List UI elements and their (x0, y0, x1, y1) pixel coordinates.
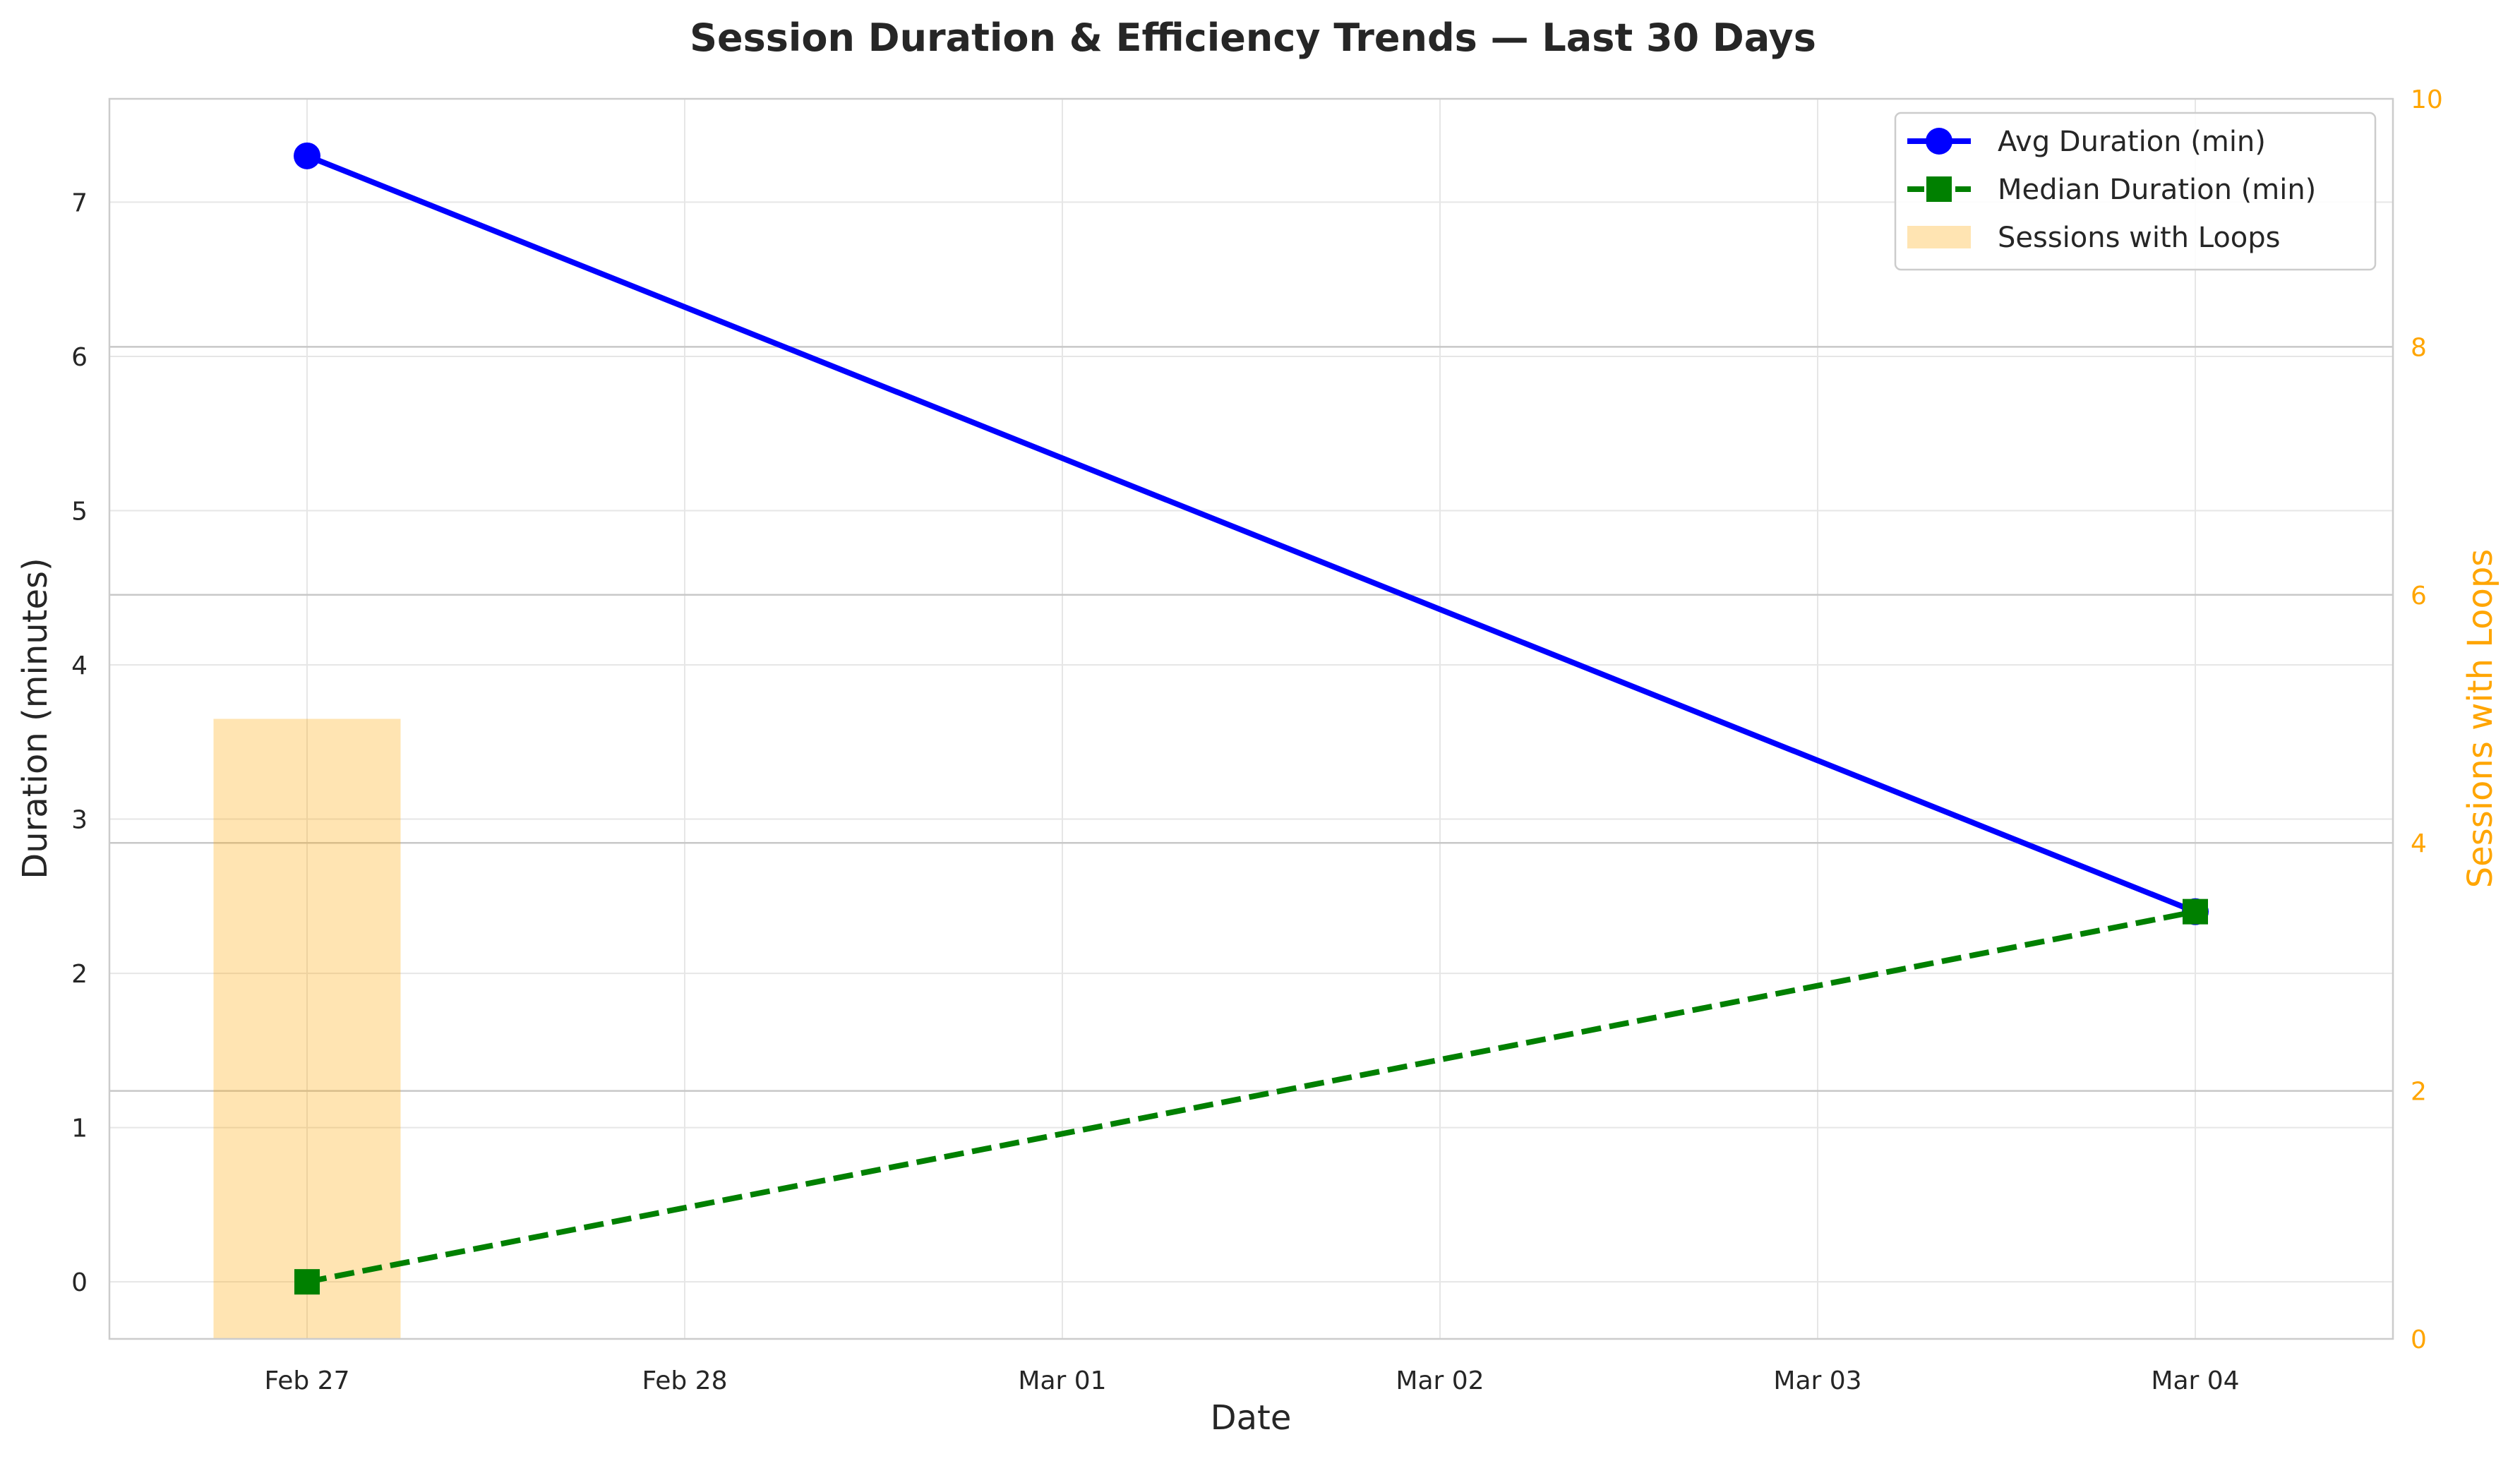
plot-frame (108, 97, 2394, 1340)
grid (109, 99, 2393, 1339)
y-tick-label: 3 (71, 806, 88, 835)
y2-tick-label: 0 (2411, 1325, 2427, 1354)
series-point-1 (294, 1269, 320, 1295)
x-tick-label: Mar 02 (1396, 1366, 1484, 1395)
y-tick-label: 1 (71, 1114, 88, 1143)
y-tick-label: 4 (71, 651, 88, 680)
series-point-0 (294, 142, 320, 169)
legend-box (1894, 112, 2377, 271)
x-axis-label: Date (1211, 1398, 1292, 1438)
legend-marker-1 (1926, 176, 1952, 202)
y2-ticks: 0 2 4 6 8 10 (2411, 85, 2443, 1354)
legend-marker-0 (1926, 128, 1952, 155)
y-tick-label: 2 (71, 960, 88, 989)
legend-label-2: Sessions with Loops (1998, 222, 2281, 254)
series-point-1 (2183, 898, 2208, 925)
x-ticks: Feb 27 Feb 28 Mar 01 Mar 02 Mar 03 Mar 04 (265, 1366, 2240, 1395)
y-axis-label: Duration (minutes) (16, 558, 55, 879)
x-tick-label: Feb 28 (642, 1366, 728, 1395)
y2-tick-label: 2 (2411, 1078, 2427, 1107)
y-tick-label: 5 (71, 497, 88, 526)
legend-label-0: Avg Duration (min) (1998, 126, 2266, 158)
x-tick-label: Mar 04 (2151, 1366, 2239, 1395)
y-tick-label: 7 (71, 188, 88, 217)
y2-tick-label: 6 (2411, 582, 2427, 611)
legend-label-1: Median Duration (min) (1998, 174, 2316, 206)
legend-swatch-2 (1907, 226, 1971, 248)
x-tick-label: Mar 03 (1773, 1366, 1861, 1395)
y-tick-label: 6 (71, 343, 88, 372)
x-tick-label: Mar 01 (1018, 1366, 1106, 1395)
bars (213, 719, 401, 1339)
bar-sessions-with-loops (213, 719, 401, 1339)
y2-tick-label: 10 (2411, 85, 2443, 114)
legend: Avg Duration (min) Median Duration (min) S… (1894, 112, 2377, 271)
series-line-1 (306, 908, 2196, 1285)
y2-axis-label: Sessions with Loops (2461, 549, 2500, 889)
x-tick-label: Feb 27 (265, 1366, 350, 1395)
lines (294, 142, 2209, 1295)
series-line-0 (306, 153, 2197, 915)
y2-tick-label: 8 (2411, 333, 2427, 362)
y2-tick-label: 4 (2411, 829, 2427, 858)
chart-title: Session Duration & Efficiency Trends — L… (690, 16, 1816, 60)
y-ticks: 0 1 2 3 4 5 6 7 (71, 188, 88, 1297)
y-tick-label: 0 (71, 1268, 88, 1297)
